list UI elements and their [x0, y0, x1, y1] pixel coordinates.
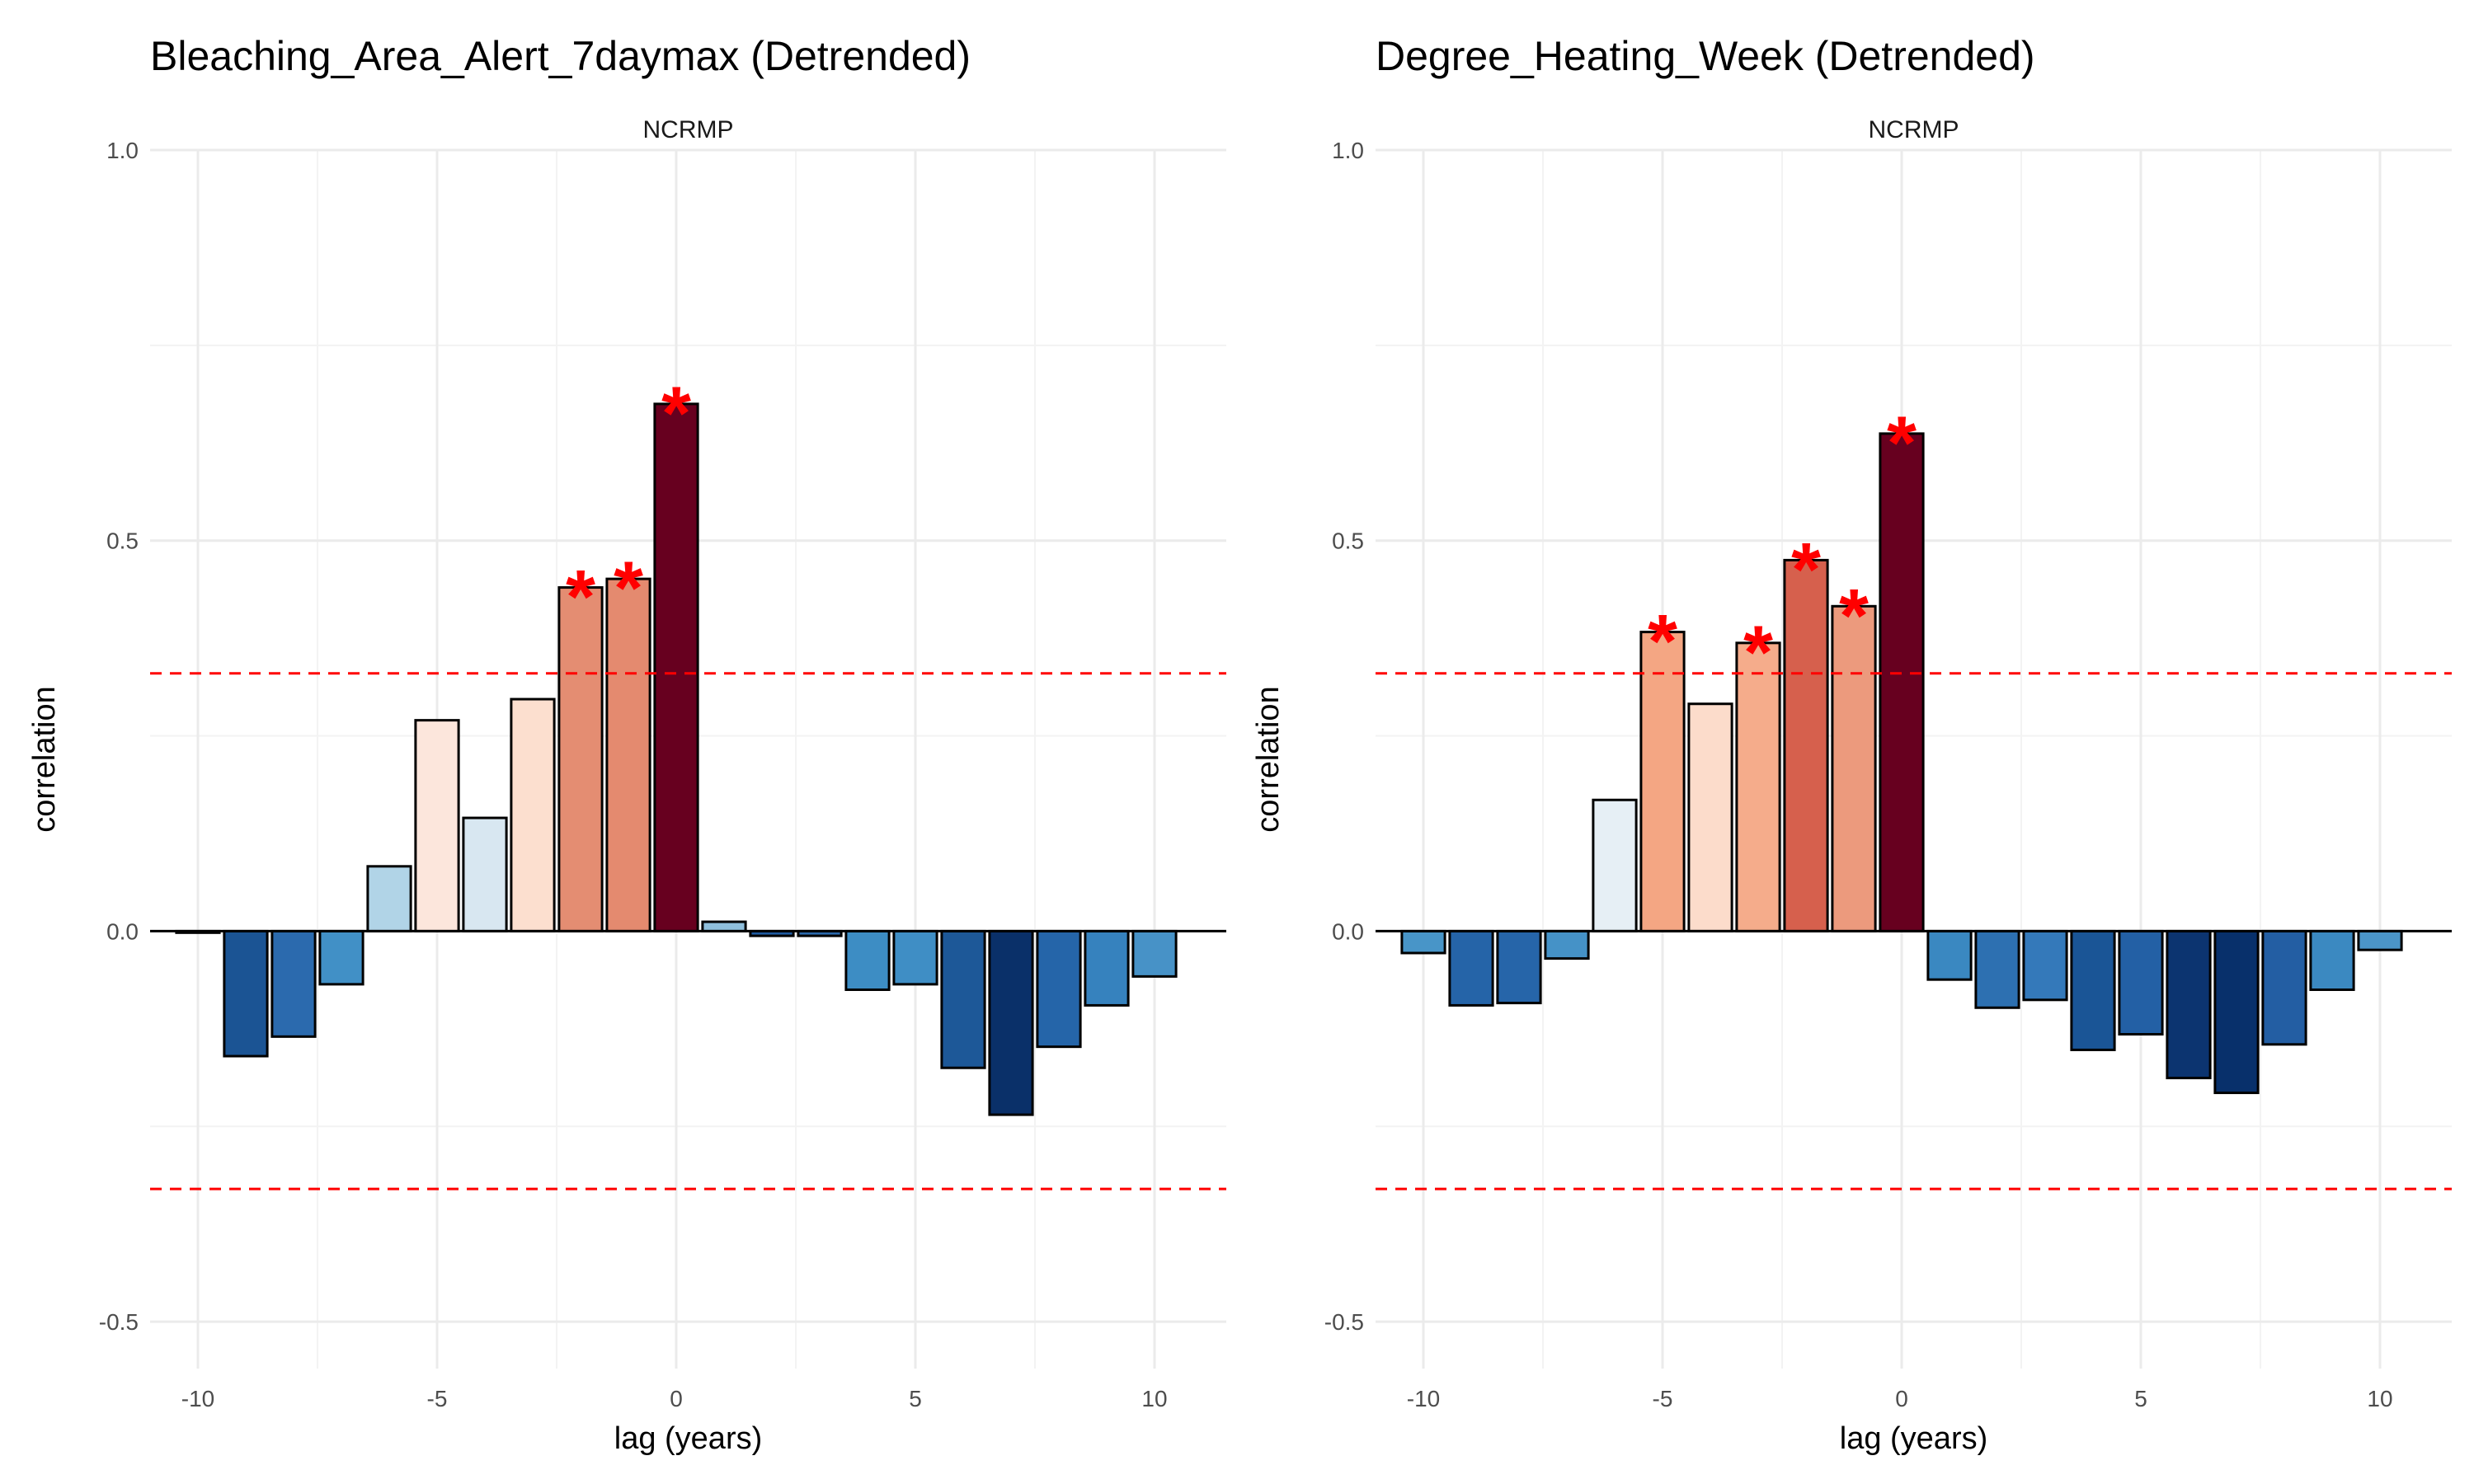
- x-axis-title: lag (years): [1840, 1421, 1988, 1456]
- x-tick-label: 5: [909, 1386, 922, 1411]
- bar-lag-2: [1974, 929, 2020, 1009]
- bar-lag--6: [1592, 798, 1638, 932]
- significance-star: *: [1648, 600, 1677, 684]
- bar-lag--7: [1544, 929, 1590, 960]
- bar-lag--2: [1783, 558, 1829, 932]
- bar-lag--4: [462, 816, 508, 932]
- significance-star: *: [566, 556, 595, 640]
- chart-panel-left: Bleaching_Area_Alert_7daymax (Detrended)…: [27, 33, 1226, 1456]
- y-axis-title: correlation: [1251, 686, 1286, 832]
- facet-strip-label: NCRMP: [643, 116, 734, 143]
- significance-star: *: [1791, 528, 1821, 612]
- bar-lag--8: [1496, 929, 1542, 1005]
- x-axis-title: lag (years): [614, 1421, 763, 1456]
- bar-lag-7: [988, 929, 1034, 1116]
- significance-star: *: [661, 372, 691, 456]
- y-tick-label: 0.0: [1332, 918, 1364, 944]
- significance-star: *: [614, 547, 643, 631]
- bar-lag-10: [1131, 929, 1178, 978]
- bar-lag--5: [1639, 631, 1686, 932]
- y-tick-label: -0.5: [1324, 1309, 1364, 1335]
- bar-lag-0: [1879, 432, 1925, 932]
- y-tick-label: 0.5: [1332, 528, 1364, 554]
- x-tick-label: 5: [2134, 1386, 2147, 1411]
- bar-lag-10: [2357, 929, 2403, 951]
- x-tick-label: -5: [427, 1386, 448, 1411]
- y-tick-label: -0.5: [99, 1309, 139, 1335]
- chart-title-left: Bleaching_Area_Alert_7daymax (Detrended): [150, 33, 971, 79]
- bar-lag--1: [605, 577, 651, 932]
- bar-lag--4: [1687, 702, 1733, 932]
- bar-lag--3: [510, 697, 556, 932]
- y-tick-label: 1.0: [106, 138, 139, 163]
- x-tick-label: 10: [1141, 1386, 1167, 1411]
- bar-lag--8: [270, 929, 317, 1038]
- bar-lag-8: [2261, 929, 2307, 1046]
- significance-star: *: [1743, 611, 1773, 695]
- bar-lag-5: [892, 929, 938, 986]
- x-tick-label: 10: [2367, 1386, 2392, 1411]
- x-tick-label: 0: [670, 1386, 683, 1411]
- bar-lag-6: [940, 929, 986, 1069]
- bar-lag--6: [366, 865, 412, 932]
- y-tick-label: 0.5: [106, 528, 139, 554]
- y-axis-title: correlation: [27, 686, 62, 832]
- bar-lag-7: [2213, 929, 2260, 1095]
- bar-lag--7: [318, 929, 365, 986]
- bar-lag-1: [701, 920, 747, 932]
- chart-panel-right: Degree_Heating_Week (Detrended)NCRMP* ***…: [1251, 33, 2452, 1456]
- bar-lag--1: [1831, 604, 1877, 932]
- bar-lag-1: [1926, 929, 1973, 981]
- bar-lag-5: [2118, 929, 2164, 1036]
- y-tick-label: 0.0: [106, 918, 139, 944]
- x-tick-label: -10: [181, 1386, 214, 1411]
- bar-lag--10: [1400, 929, 1446, 955]
- y-tick-label: 1.0: [1332, 138, 1364, 163]
- bar-lag-9: [1084, 929, 1130, 1007]
- bar-lag-3: [2022, 929, 2068, 1002]
- bar-lag--9: [223, 929, 269, 1058]
- bar-lag--5: [414, 719, 460, 932]
- x-tick-label: -5: [1653, 1386, 1673, 1411]
- chart-title-right: Degree_Heating_Week (Detrended): [1376, 33, 2035, 79]
- bar-lag-4: [844, 929, 891, 991]
- significance-star: *: [1887, 402, 1917, 486]
- bar-lag--9: [1448, 929, 1494, 1007]
- bar-lag--3: [1735, 641, 1781, 932]
- x-tick-label: -10: [1407, 1386, 1440, 1411]
- bar-lag-4: [2070, 929, 2116, 1051]
- bar-lag-6: [2166, 929, 2212, 1080]
- bar-lag-9: [2309, 929, 2355, 991]
- bar-lag-0: [653, 402, 699, 932]
- significance-star: *: [1839, 574, 1869, 658]
- bar-lag-8: [1036, 929, 1082, 1049]
- facet-strip-label: NCRMP: [1869, 116, 1959, 143]
- x-tick-label: 0: [1895, 1386, 1908, 1411]
